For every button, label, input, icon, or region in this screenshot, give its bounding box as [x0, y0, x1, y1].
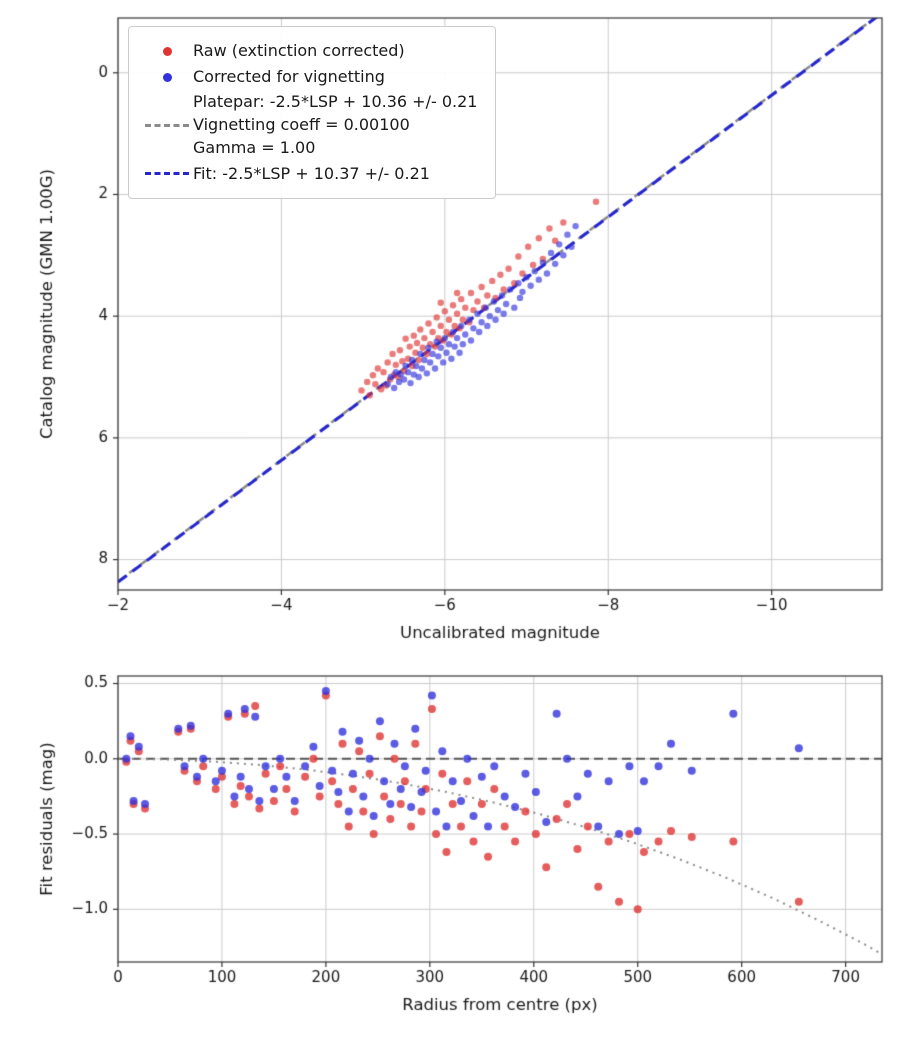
legend-item-platepar: Platepar: -2.5*LSP + 10.36 +/- 0.21 Vign…: [141, 91, 477, 159]
platepar-dash-icon: [145, 124, 189, 128]
corrected-dot-icon: [162, 72, 172, 82]
legend-label-platepar: Platepar: -2.5*LSP + 10.36 +/- 0.21 Vign…: [193, 92, 478, 157]
legend-label-fit: Fit: -2.5*LSP + 10.37 +/- 0.21: [193, 163, 430, 183]
fit-dash-icon: [145, 172, 189, 176]
legend-label-raw: Raw (extinction corrected): [193, 41, 405, 60]
legend: Raw (extinction corrected) Corrected for…: [128, 26, 497, 200]
legend-label-corrected: Corrected for vignetting: [193, 66, 385, 86]
raw-dot-icon: [162, 46, 172, 56]
legend-item-fit: Fit: -2.5*LSP + 10.37 +/- 0.21: [141, 163, 477, 186]
legend-item-corrected: Corrected for vignetting: [141, 66, 477, 89]
legend-item-raw: Raw (extinction corrected): [141, 40, 477, 63]
